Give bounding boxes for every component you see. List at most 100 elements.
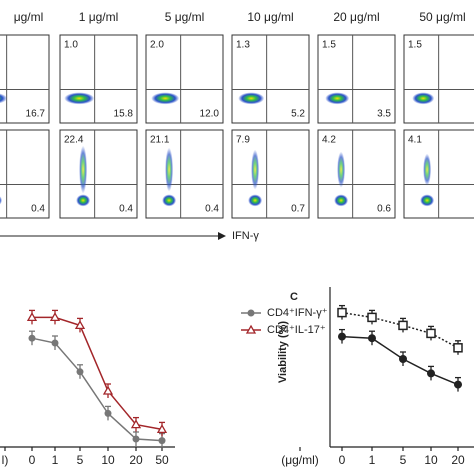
- series-line: [32, 316, 163, 431]
- data-point: [337, 307, 347, 318]
- quadrant-value: 0.7: [291, 204, 305, 215]
- cell-cluster: [165, 147, 174, 192]
- data-point: [74, 320, 86, 330]
- flow-panels: μg/ml 1 μg/ml 5 μg/ml 10 μg/ml 20 μg/ml 50 μg…: [0, 10, 474, 219]
- cell-cluster: [412, 92, 435, 105]
- data-point: [102, 385, 114, 395]
- x-tick-label: 10: [101, 453, 115, 467]
- legend-label: CD4⁺IL-17⁺: [267, 324, 326, 336]
- column-header: 10 μg/ml: [247, 10, 293, 24]
- cell-cluster: [251, 149, 260, 190]
- cell-cluster: [76, 194, 91, 207]
- x-tick-label: 20: [451, 453, 465, 467]
- data-point: [399, 355, 407, 363]
- data-point: [453, 343, 463, 353]
- quadrant-value: 0.6: [377, 204, 391, 215]
- x-tick-label: 0: [339, 453, 346, 467]
- x-tick-label: 20: [129, 453, 143, 467]
- quadrant-value: 1.5: [322, 40, 336, 51]
- flow-plot: [231, 34, 310, 124]
- x-axis-label: IFN-γ: [232, 230, 259, 242]
- data-point: [104, 409, 112, 417]
- cell-cluster: [151, 92, 180, 105]
- quadrant-value: 12.0: [200, 109, 220, 120]
- data-point: [51, 339, 59, 347]
- x-tick-label: 50: [155, 453, 169, 467]
- column-header: μg/ml: [14, 10, 44, 24]
- x-tick-label: 1: [369, 453, 376, 467]
- cell-cluster: [325, 92, 350, 105]
- cell-cluster: [420, 194, 435, 207]
- data-point: [427, 369, 435, 378]
- quadrant-value: 0.4: [205, 204, 219, 215]
- data-point: [130, 419, 142, 429]
- cell-cluster: [64, 92, 95, 105]
- quadrant-value: 1.5: [408, 40, 422, 51]
- cell-cluster: [238, 92, 265, 105]
- cell-cluster: [162, 194, 177, 207]
- series-line: [31, 337, 163, 442]
- quadrant-value: 5.2: [291, 109, 305, 120]
- data-point: [132, 435, 140, 443]
- quadrant-value: 22.4: [64, 135, 84, 146]
- x-tick-label: 5: [77, 453, 84, 467]
- data-point: [426, 328, 436, 339]
- y-axis-label: Viability (%): [277, 321, 289, 383]
- flow-plot: [59, 34, 138, 124]
- flow-plot: [231, 129, 310, 219]
- data-point: [338, 332, 346, 341]
- series-line: [341, 311, 459, 349]
- data-point: [247, 309, 255, 317]
- arrow-head: [218, 232, 226, 240]
- flow-plot: [0, 129, 50, 219]
- cell-cluster: [79, 145, 88, 194]
- cell-cluster: [337, 151, 346, 188]
- cell-cluster: [248, 194, 263, 207]
- column-header: 5 μg/ml: [165, 10, 205, 24]
- quadrant-value: 0.4: [119, 204, 133, 215]
- cell-cluster: [0, 93, 8, 104]
- quadrant-value: 3.5: [377, 109, 391, 120]
- flow-plot: [317, 34, 396, 124]
- x-tick-label: 10: [424, 453, 438, 467]
- column-header: 1 μg/ml: [79, 10, 119, 24]
- flow-plot: [145, 34, 224, 124]
- flow-plot: [0, 34, 50, 124]
- quadrant-value: 4.1: [408, 135, 422, 146]
- data-point: [454, 380, 462, 389]
- x-tick-label: 1: [52, 453, 59, 467]
- cell-cluster: [423, 153, 432, 186]
- flow-plot: [145, 129, 224, 219]
- data-point: [367, 312, 377, 323]
- column-header: 20 μg/ml: [333, 10, 379, 24]
- cell-cluster: [0, 196, 3, 205]
- quadrant-value: 4.2: [322, 135, 336, 146]
- cell-cluster: [334, 194, 349, 207]
- data-point: [26, 312, 38, 322]
- data-point: [398, 320, 408, 331]
- x-tick-label: 5: [400, 453, 407, 467]
- flow-plot: [59, 129, 138, 219]
- data-point: [245, 324, 257, 334]
- data-point: [368, 334, 376, 343]
- column-header: 50 μg/ml: [419, 10, 465, 24]
- quadrant-value: 7.9: [236, 135, 250, 146]
- quadrant-value: 21.1: [150, 135, 170, 146]
- x-tick-label: (μg/ml): [281, 453, 319, 467]
- legend-label: CD4⁺IFN-γ⁺: [267, 307, 328, 319]
- x-tick-label: 0: [29, 453, 36, 467]
- quadrant-value: 0.4: [31, 204, 45, 215]
- data-point: [158, 437, 166, 445]
- data-point: [76, 368, 84, 376]
- quadrant-value: 1.3: [236, 40, 250, 51]
- data-point: [156, 424, 168, 434]
- data-point: [49, 312, 61, 322]
- x-tick-label: l): [2, 453, 9, 467]
- quadrant-value: 15.8: [114, 109, 134, 120]
- data-point: [28, 334, 36, 342]
- flow-plot: [317, 129, 396, 219]
- quadrant-value: 2.0: [150, 40, 164, 51]
- quadrant-value: 16.7: [26, 109, 46, 120]
- quadrant-value: 1.0: [64, 40, 78, 51]
